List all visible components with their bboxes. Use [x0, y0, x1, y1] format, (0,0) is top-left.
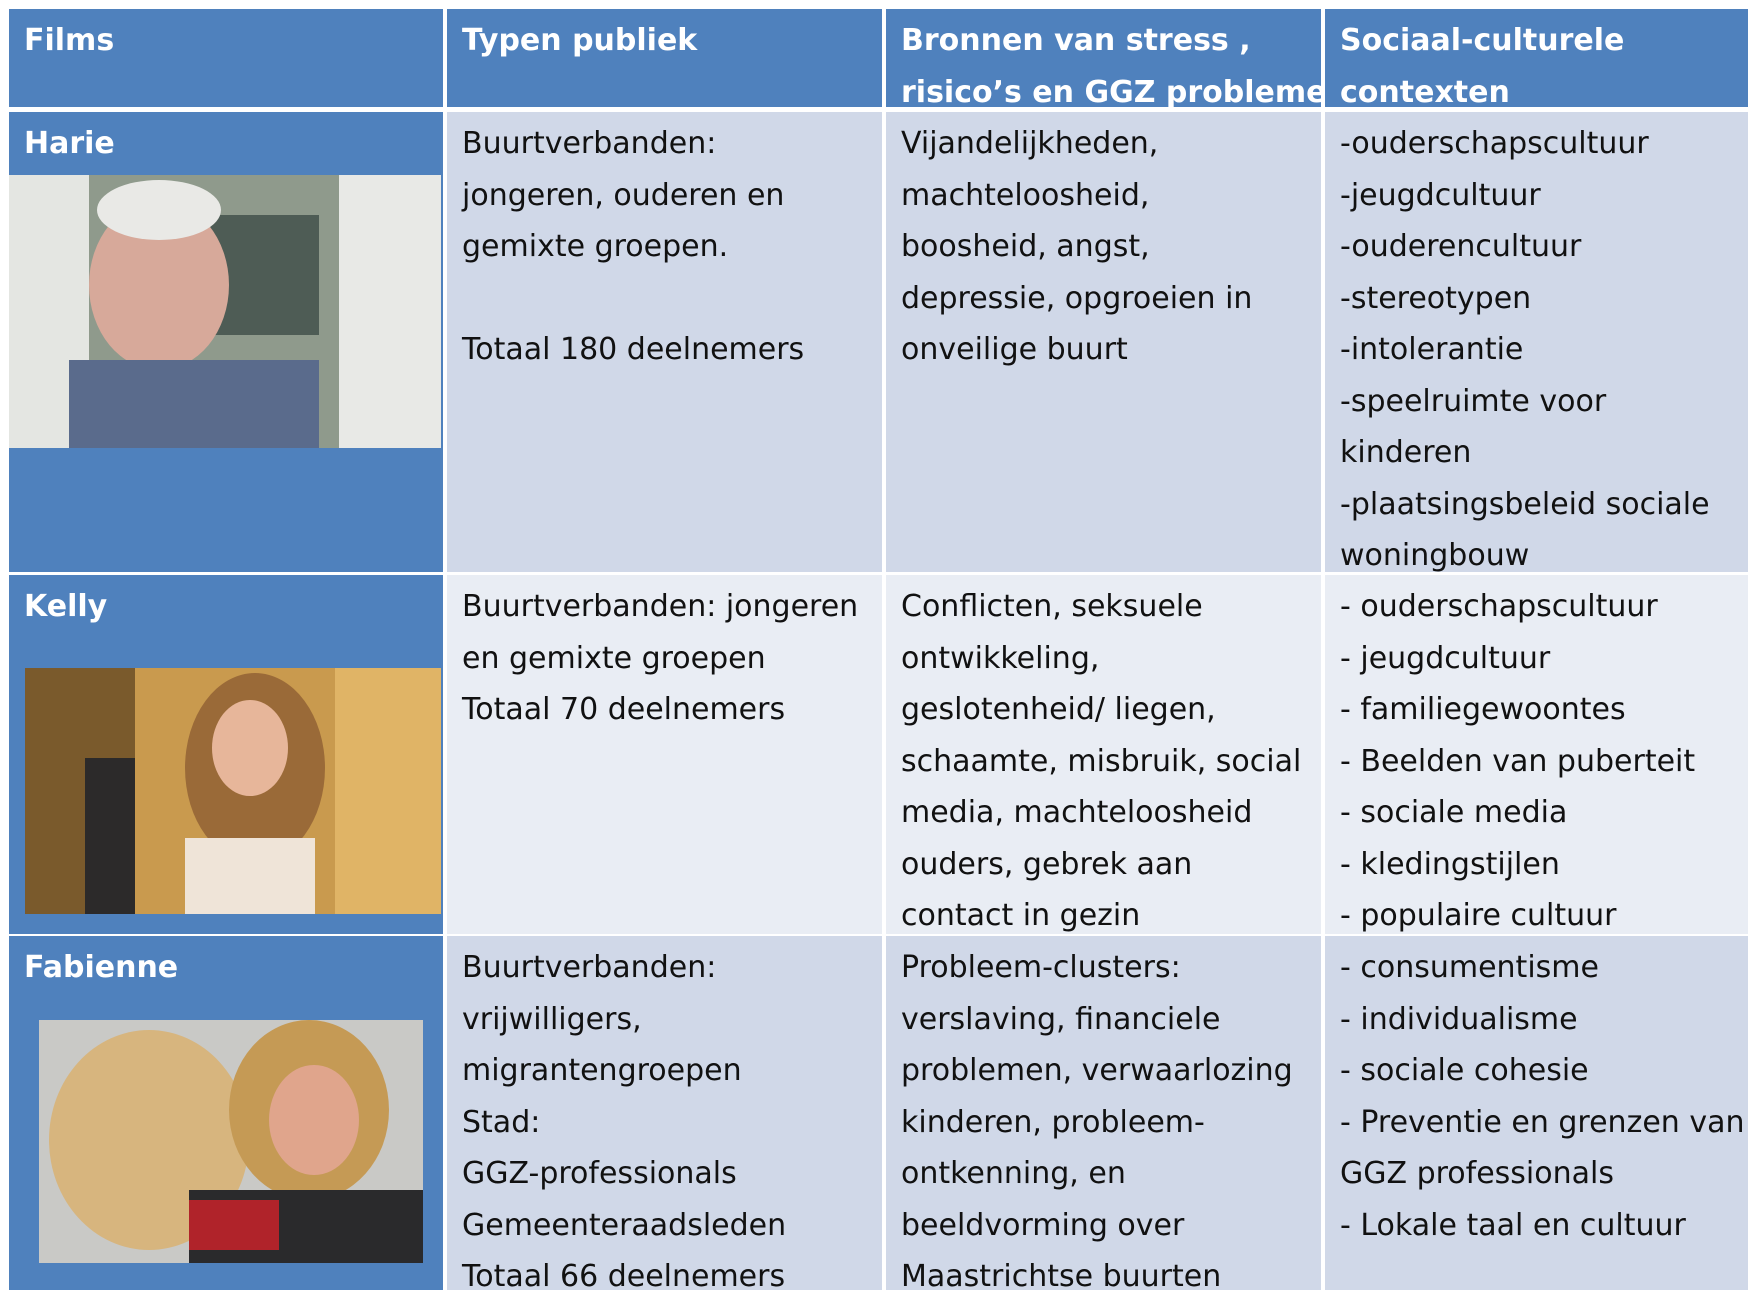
cell-line: Totaal 180 deelnemers	[462, 332, 805, 367]
cell-line: gemixte groepen.	[462, 229, 729, 264]
cell-line: Stad:	[462, 1104, 541, 1140]
body-cell: Buurtverbanden: jongeren en gemixte groep…	[447, 575, 882, 934]
cell-line: - consumentisme	[1340, 950, 1599, 985]
cell-line: - jeugdcultuur	[1340, 640, 1551, 676]
cell-line: Maastrichtse buurten	[901, 1259, 1222, 1290]
header-cell: Sociaal-culturele contexten	[1325, 9, 1748, 107]
cell-line: Films	[24, 23, 115, 58]
cell-line: kinderen, probleem-	[901, 1104, 1205, 1140]
cell-line: vrijwilligers,	[462, 1001, 642, 1037]
cell-line: -jeugdcultuur	[1340, 177, 1541, 213]
body-cell: Buurtverbanden: jongeren, ouderen en gemix…	[447, 112, 882, 572]
cell-line: Typen publiek	[462, 23, 698, 58]
cell-line: Totaal 70 deelnemers	[462, 692, 786, 727]
body-cell: - consumentisme - individualisme - sociale…	[1325, 936, 1748, 1290]
header-cell: Typen publiek	[447, 9, 882, 107]
cell-line: onveilige buurt	[901, 332, 1128, 367]
cell-line: woningbouw	[1340, 538, 1530, 572]
cell-line: - Preventie en grenzen van	[1340, 1104, 1745, 1140]
cell-line: Buurtverbanden: jongeren	[462, 589, 859, 624]
cell-line: contact in gezin	[901, 898, 1141, 933]
body-cell: Buurtverbanden: vrijwilligers, migrantengr…	[447, 936, 882, 1290]
cell-line: Kelly	[24, 589, 108, 624]
cell-line: -plaatsingsbeleid sociale	[1340, 486, 1710, 522]
cell-line: - ouderschapscultuur	[1340, 589, 1658, 624]
cell-line: Totaal 66 deelnemers	[462, 1259, 786, 1290]
cell-line: contexten	[1340, 74, 1510, 108]
cell-line: -stereotypen	[1340, 280, 1532, 316]
cell-line: Bronnen van stress ,	[901, 23, 1251, 58]
cell-line: -ouderencultuur	[1340, 229, 1582, 264]
cell-line: -speelruimte voor	[1340, 383, 1607, 419]
cell-line: Sociaal-culturele	[1340, 23, 1625, 58]
cell-line: Conflicten, seksuele	[901, 589, 1203, 624]
body-cell: Conflicten, seksuele ontwikkeling, geslote…	[886, 575, 1321, 934]
cell-line: GGZ-professionals	[462, 1156, 737, 1191]
cell-line: geslotenheid/ liegen,	[901, 692, 1216, 727]
cell-line: Buurtverbanden:	[462, 950, 717, 985]
cell-line: - Beelden van puberteit	[1340, 743, 1696, 779]
cell-line: depressie, opgroeien in	[901, 280, 1253, 316]
header-cell: Bronnen van stress , risico’s en GGZ prob…	[886, 9, 1321, 107]
photo-fabienne	[39, 1020, 423, 1263]
cell-line: kinderen	[1340, 435, 1472, 470]
cell-line: en gemixte groepen	[462, 640, 766, 676]
cell-line: problemen, verwaarlozing	[901, 1053, 1293, 1088]
cell-line: Probleem-clusters:	[901, 950, 1181, 985]
cell-line: jongeren, ouderen en	[462, 177, 785, 213]
cell-line: - sociale media	[1340, 795, 1568, 830]
body-cell: - ouderschapscultuur - jeugdcultuur - fami…	[1325, 575, 1748, 934]
cell-line: - populaire cultuur	[1340, 898, 1617, 933]
cell-line: ontwikkeling,	[901, 640, 1100, 676]
body-cell: Probleem-clusters: verslaving, financiele…	[886, 936, 1321, 1290]
cell-line: - Lokale taal en cultuur	[1340, 1207, 1686, 1243]
cell-line: Fabienne	[24, 950, 179, 985]
header-cell: Films	[9, 9, 443, 107]
paragraph-gap	[462, 273, 867, 325]
cell-line: ontkenning, en	[901, 1156, 1126, 1191]
cell-line: beeldvorming over	[901, 1207, 1185, 1243]
body-cell: Vijandelijkheden, machteloosheid, boosheid…	[886, 112, 1321, 572]
body-cell: -ouderschapscultuur -jeugdcultuur -ouderen…	[1325, 112, 1748, 572]
cell-line: Gemeenteraadsleden	[462, 1207, 787, 1243]
photo-harie	[9, 175, 441, 448]
photo-kelly	[25, 668, 441, 914]
cell-line: ouders, gebrek aan	[901, 846, 1193, 882]
cell-line: - sociale cohesie	[1340, 1053, 1589, 1088]
cell-line: verslaving, financiele	[901, 1001, 1221, 1037]
cell-line: - individualisme	[1340, 1001, 1578, 1037]
cell-line: - kledingstijlen	[1340, 846, 1560, 882]
cell-line: migrantengroepen	[462, 1053, 742, 1088]
cell-line: -intolerantie	[1340, 332, 1524, 367]
cell-line: Harie	[24, 126, 115, 161]
cell-line: boosheid, angst,	[901, 229, 1150, 264]
cell-line: schaamte, misbruik, social	[901, 743, 1302, 779]
cell-line: Buurtverbanden:	[462, 126, 717, 161]
cell-line: Vijandelijkheden,	[901, 126, 1159, 161]
cell-line: - familiegewoontes	[1340, 692, 1626, 727]
cell-line: media, machteloosheid	[901, 795, 1253, 830]
cell-line: machteloosheid,	[901, 177, 1150, 213]
cell-line: risico’s en GGZ problemen	[901, 74, 1321, 108]
cell-line: -ouderschapscultuur	[1340, 126, 1649, 161]
cell-line: GGZ professionals	[1340, 1156, 1614, 1191]
